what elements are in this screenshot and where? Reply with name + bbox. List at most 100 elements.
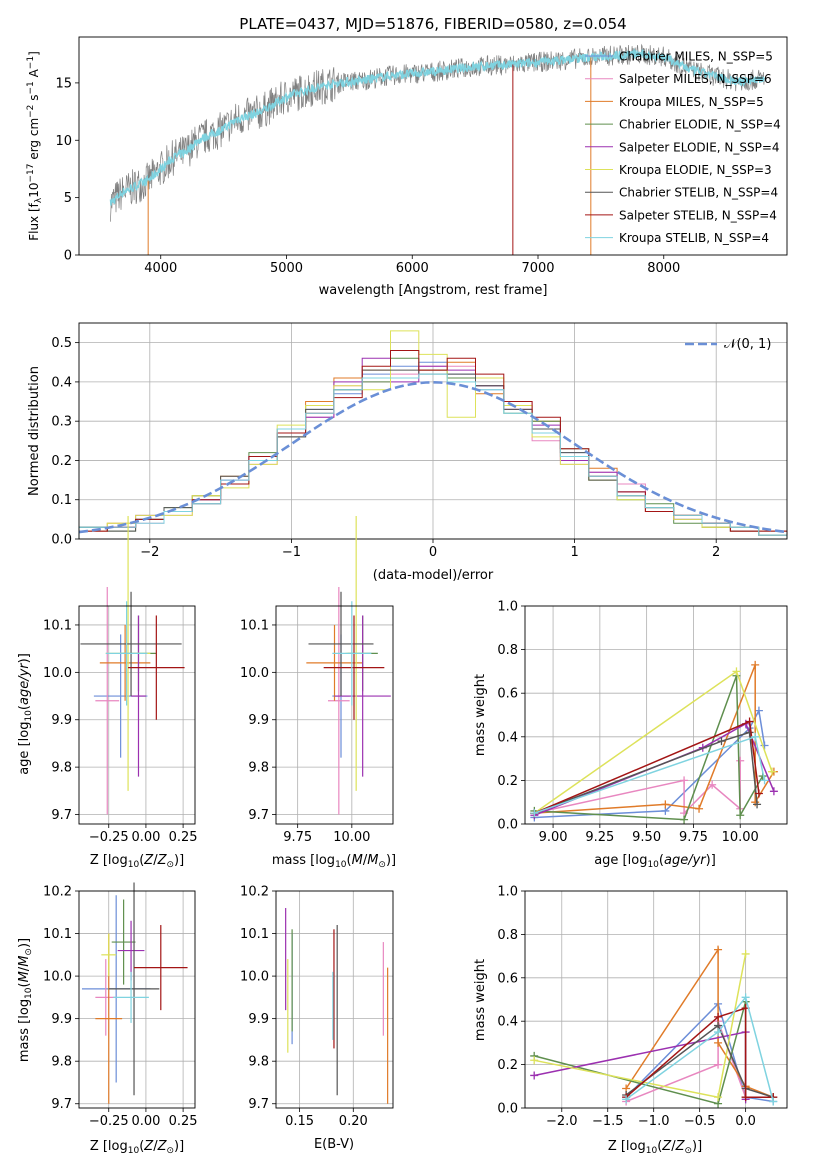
x-tick-label: −2.0 bbox=[546, 1114, 578, 1129]
plus-marker bbox=[680, 776, 689, 785]
x-tick-label: 0.25 bbox=[169, 830, 198, 845]
x-tick-label: 8000 bbox=[647, 261, 680, 276]
weight-series-line bbox=[625, 995, 774, 1102]
weight-age-ylabel: mass weight bbox=[473, 674, 488, 756]
plus-marker bbox=[717, 737, 726, 746]
x-tick-label: 0.15 bbox=[285, 1114, 314, 1129]
x-tick-label: 0 bbox=[429, 545, 437, 560]
legend-label: Chabrier ELODIE, N_SSP=4 bbox=[619, 118, 781, 132]
y-tick-label: 0.6 bbox=[497, 687, 518, 702]
residuals-plot: −2 −1 0 1 2 0.0 0.1 0.2 0.3 0.4 0.5 𝒩(0, 1) bbox=[51, 322, 788, 560]
spectrum-ylabel: Flux [fλ10−17 erg cm−2 s−1 A−1] bbox=[26, 51, 44, 241]
x-tick-label: −1.0 bbox=[638, 1114, 670, 1129]
x-tick-label: 6000 bbox=[396, 261, 429, 276]
x-tick-label: −1 bbox=[282, 545, 301, 560]
age-mass-xlabel: mass [log10(M/M⊙)] bbox=[272, 853, 396, 870]
plus-marker bbox=[530, 809, 539, 818]
y-tick-label: 0.5 bbox=[51, 336, 72, 351]
x-tick-label: 10.00 bbox=[333, 830, 370, 845]
x-tick-label: 10.00 bbox=[722, 830, 759, 845]
mass-z-xlabel: Z [log10(Z/Z⊙)] bbox=[90, 1139, 184, 1156]
y-tick-label: 0 bbox=[64, 249, 72, 264]
y-tick-label: 9.8 bbox=[51, 761, 72, 776]
axes-frame bbox=[275, 890, 394, 1109]
weight-vs-age-plot: 9.00 9.25 9.50 9.75 10.00 0.0 0.2 0.4 0.6 0.8 1.0 bbox=[497, 600, 788, 845]
plus-marker bbox=[751, 660, 760, 669]
y-tick-label: 9.8 bbox=[248, 761, 269, 776]
x-tick-label: 0.00 bbox=[131, 830, 160, 845]
y-tick-label: 9.9 bbox=[51, 713, 72, 728]
plus-marker bbox=[661, 800, 670, 809]
spectrum-plot: 4000 5000 6000 7000 8000 0 5 10 15 Chabrier MILES… bbox=[55, 36, 788, 276]
y-tick-label: 9.9 bbox=[248, 713, 269, 728]
plus-marker bbox=[714, 1038, 723, 1047]
x-tick-label: −1.5 bbox=[592, 1114, 624, 1129]
y-tick-label: 10.1 bbox=[240, 618, 269, 633]
residuals-ylabel: Normed distribution bbox=[27, 366, 42, 496]
plus-marker bbox=[741, 1093, 750, 1102]
y-tick-label: 10.0 bbox=[240, 970, 269, 985]
weight-series-line bbox=[534, 731, 758, 814]
spectrum-model-line bbox=[109, 48, 765, 206]
axes-frame bbox=[78, 322, 788, 540]
y-tick-label: 9.8 bbox=[51, 1055, 72, 1070]
x-tick-label: 9.25 bbox=[585, 830, 614, 845]
legend-label: Kroupa MILES, N_SSP=5 bbox=[619, 95, 764, 109]
histogram-series bbox=[78, 373, 788, 539]
plus-marker bbox=[754, 789, 763, 798]
legend-label: Kroupa STELIB, N_SSP=4 bbox=[619, 231, 769, 245]
y-tick-label: 0.4 bbox=[497, 730, 518, 745]
age-vs-z-plot: −0.25 0.00 0.25 9.7 9.8 9.9 10.0 10.1 bbox=[43, 515, 198, 845]
axes-frame bbox=[275, 605, 394, 825]
weight-vs-z-plot: −2.0 −1.5 −1.0 −0.5 0.0 0.0 0.2 0.4 0.6 0.8 1.0 bbox=[497, 885, 788, 1129]
plus-marker bbox=[622, 1095, 631, 1104]
plus-marker bbox=[741, 949, 750, 958]
plus-marker bbox=[695, 804, 704, 813]
weight-series-line bbox=[625, 1024, 774, 1098]
y-tick-label: 10.1 bbox=[43, 618, 72, 633]
y-tick-label: 10.0 bbox=[240, 666, 269, 681]
legend-label: Chabrier MILES, N_SSP=5 bbox=[619, 50, 773, 64]
plus-marker bbox=[530, 1056, 539, 1065]
y-tick-label: 10.1 bbox=[43, 927, 72, 942]
y-tick-label: 0.8 bbox=[497, 928, 518, 943]
normal-curve bbox=[78, 380, 788, 534]
age-vs-mass-plot: 9.75 10.00 9.7 9.8 9.9 10.0 10.1 bbox=[240, 515, 394, 845]
age-z-ylabel: age [log10(age/yr)] bbox=[17, 653, 34, 775]
y-tick-label: 10.0 bbox=[43, 666, 72, 681]
y-tick-label: 9.9 bbox=[51, 1012, 72, 1027]
y-tick-label: 0.0 bbox=[497, 1102, 518, 1117]
axes-frame bbox=[78, 36, 788, 256]
plus-marker bbox=[714, 1028, 723, 1037]
plus-marker bbox=[530, 1071, 539, 1080]
y-tick-label: 9.7 bbox=[51, 1097, 72, 1112]
plus-marker bbox=[768, 767, 777, 776]
legend-label: Salpeter MILES, N_SSP=6 bbox=[619, 72, 772, 86]
ebv-xlabel: E(B-V) bbox=[314, 1137, 354, 1152]
spectrum-title: PLATE=0437, MJD=51876, FIBERID=0580, z=0… bbox=[239, 15, 626, 33]
y-tick-label: 0.4 bbox=[51, 375, 72, 390]
plus-marker bbox=[769, 1097, 778, 1106]
y-tick-label: 0.6 bbox=[497, 971, 518, 986]
x-tick-label: 9.75 bbox=[679, 830, 708, 845]
mass-vs-z-plot: −0.25 0.00 0.25 9.7 9.8 9.9 10.0 10.1 10.2 bbox=[43, 882, 198, 1129]
x-tick-label: 9.50 bbox=[632, 830, 661, 845]
plus-marker bbox=[760, 741, 769, 750]
weight-age-xlabel: age [log10(age/yr)] bbox=[594, 853, 716, 870]
plus-marker bbox=[732, 667, 741, 676]
x-tick-label: 0.00 bbox=[131, 1114, 160, 1129]
x-tick-label: −0.25 bbox=[89, 1114, 129, 1129]
mass-vs-ebv-plot: 0.15 0.20 9.7 9.8 9.9 10.0 10.1 10.2 bbox=[240, 885, 394, 1129]
y-tick-label: 10.1 bbox=[240, 927, 269, 942]
spectrum-data-line bbox=[110, 43, 765, 222]
y-tick-label: 9.8 bbox=[248, 1055, 269, 1070]
y-tick-label: 5 bbox=[64, 191, 72, 206]
plus-marker bbox=[745, 717, 754, 726]
y-tick-label: 0.8 bbox=[497, 643, 518, 658]
plus-marker bbox=[753, 800, 762, 809]
x-tick-label: 2 bbox=[712, 545, 720, 560]
x-tick-label: 5000 bbox=[270, 261, 303, 276]
x-tick-label: −2 bbox=[140, 545, 159, 560]
legend-label: Salpeter STELIB, N_SSP=4 bbox=[619, 208, 777, 222]
